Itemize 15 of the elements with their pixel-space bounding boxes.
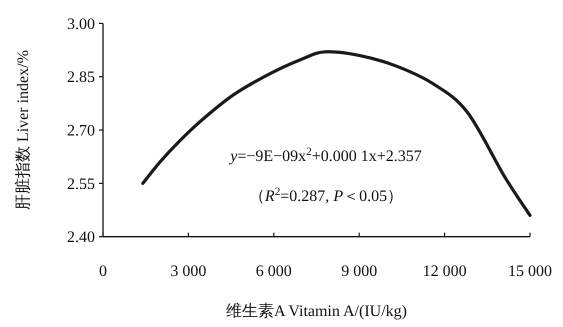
y-tick-label: 3.00 — [67, 16, 95, 33]
x-axis-title: 维生素A Vitamin A/(IU/kg) — [226, 302, 407, 320]
y-tick-label: 2.85 — [67, 69, 95, 86]
x-tick-label: 0 — [99, 263, 107, 280]
y-axis-title: 肝脏指数 Liver index/% — [14, 50, 32, 210]
x-tick-label: 9 000 — [341, 263, 378, 280]
x-tick-label: 3 000 — [170, 263, 206, 280]
y-tick-label: 2.55 — [67, 176, 95, 193]
annotation: （R$^{2}$=0.287, P＜0.05） — [248, 186, 404, 205]
annotation: y=−9E−09x$^{2}$+0.000 1x+2.357 — [228, 146, 422, 165]
y-tick-label: 2.40 — [67, 229, 95, 246]
x-tick-label: 12 000 — [422, 263, 467, 280]
x-tick-label: 15 000 — [508, 263, 552, 280]
x-tick-label: 6 000 — [256, 263, 292, 280]
y-tick-label: 2.70 — [67, 122, 95, 140]
